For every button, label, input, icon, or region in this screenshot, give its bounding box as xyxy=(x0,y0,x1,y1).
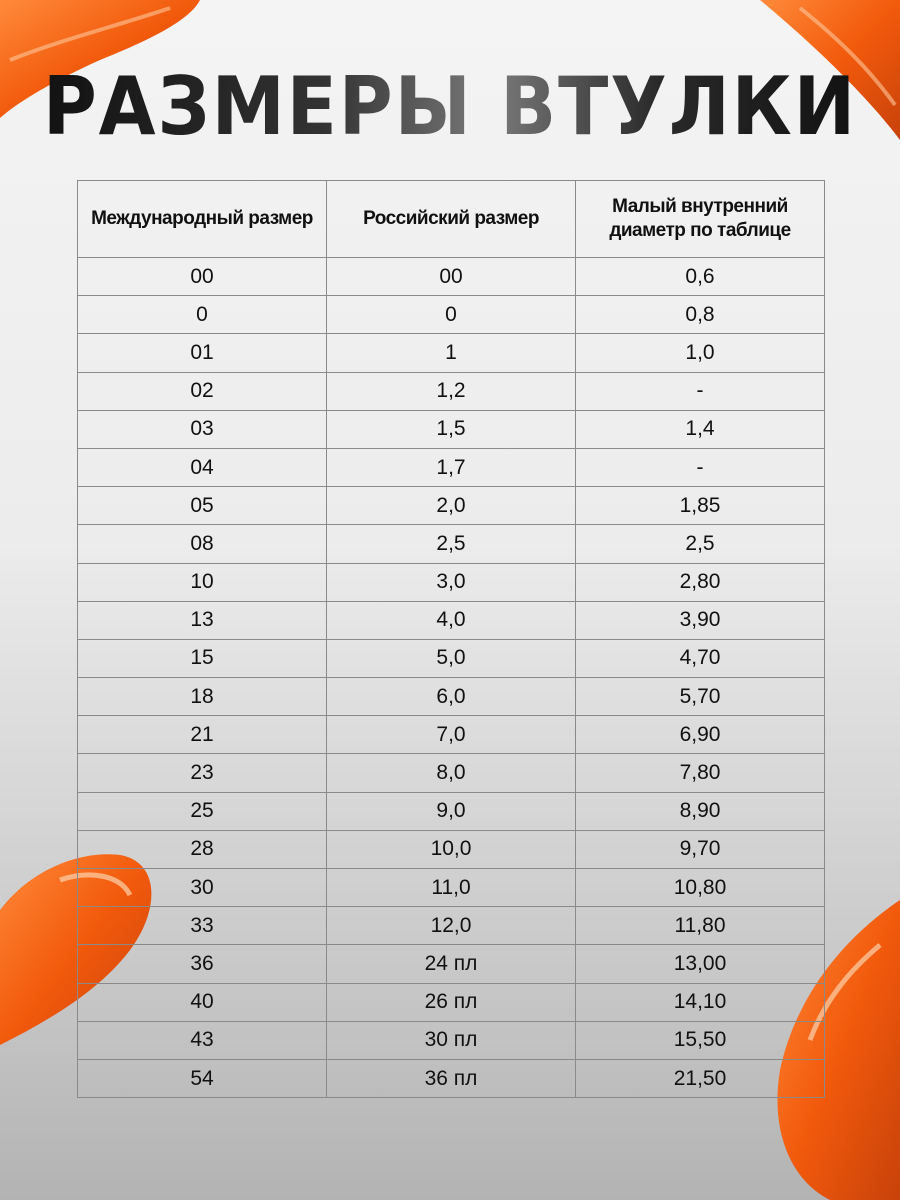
cell-inner-diameter: 13,00 xyxy=(575,944,825,984)
cell-inner-diameter: - xyxy=(575,447,825,488)
cell-russian-size: 3,0 xyxy=(326,562,576,602)
cell-russian-size: 8,0 xyxy=(326,753,576,793)
table-row: 23 8,0 7,80 xyxy=(77,753,825,793)
cell-inner-diameter: 6,90 xyxy=(575,715,825,755)
table-row: 0 0 0,8 xyxy=(77,295,825,335)
cell-international-size: 36 xyxy=(77,944,327,984)
cell-inner-diameter: 2,80 xyxy=(575,562,825,602)
cell-international-size: 18 xyxy=(77,677,327,717)
cell-inner-diameter: 1,85 xyxy=(575,486,825,526)
table-row: 08 2,5 2,5 xyxy=(77,524,825,564)
cell-russian-size: 36 пл xyxy=(326,1058,576,1099)
cell-russian-size: 1 xyxy=(326,333,576,373)
cell-international-size: 03 xyxy=(77,409,327,449)
table-row: 21 7,0 6,90 xyxy=(77,715,825,755)
cell-russian-size: 11,0 xyxy=(326,867,576,908)
cell-russian-size: 10,0 xyxy=(326,829,576,870)
cell-inner-diameter: 4,70 xyxy=(575,638,825,679)
cell-russian-size: 26 пл xyxy=(326,982,576,1022)
cell-russian-size: 12,0 xyxy=(326,906,576,946)
cell-inner-diameter: 10,80 xyxy=(575,867,825,908)
table-row: 25 9,0 8,90 xyxy=(77,791,825,831)
table-row: 18 6,0 5,70 xyxy=(77,677,825,717)
table-row: 05 2,0 1,85 xyxy=(77,486,825,526)
cell-international-size: 30 xyxy=(77,867,327,908)
cell-international-size: 15 xyxy=(77,638,327,679)
cell-inner-diameter: 5,70 xyxy=(575,677,825,717)
table-row: 02 1,2- xyxy=(77,371,825,411)
cell-russian-size: 1,7 xyxy=(326,447,576,488)
cell-russian-size: 2,0 xyxy=(326,486,576,526)
cell-international-size: 54 xyxy=(77,1058,327,1099)
table-row: 10 3,0 2,80 xyxy=(77,562,825,602)
table-row: 43 30 пл 15,50 xyxy=(77,1020,825,1060)
table-row: 28 10,0 9,70 xyxy=(77,829,825,870)
cell-russian-size: 24 пл xyxy=(326,944,576,984)
cell-international-size: 02 xyxy=(77,371,327,411)
cell-russian-size: 2,5 xyxy=(326,524,576,564)
cell-russian-size: 0 xyxy=(326,295,576,335)
cell-inner-diameter: 14,10 xyxy=(575,982,825,1022)
cell-international-size: 00 xyxy=(77,256,327,297)
table-row: 30 11,0 10,80 xyxy=(77,867,825,908)
cell-russian-size: 9,0 xyxy=(326,791,576,831)
table-row: 54 36 пл 21,50 xyxy=(77,1058,825,1099)
cell-international-size: 08 xyxy=(77,524,327,564)
header-international-size: Международный размер xyxy=(77,180,327,258)
cell-inner-diameter: 1,0 xyxy=(575,333,825,373)
cell-russian-size: 1,2 xyxy=(326,371,576,411)
cell-russian-size: 30 пл xyxy=(326,1020,576,1060)
table-row: 36 24 пл 13,00 xyxy=(77,944,825,984)
cell-inner-diameter: 11,80 xyxy=(575,906,825,946)
cell-russian-size: 4,0 xyxy=(326,600,576,640)
table-row: 03 1,5 1,4 xyxy=(77,409,825,449)
page-title: РАЗМЕРЫ ВТУЛКИ xyxy=(36,62,864,152)
cell-inner-diameter: 7,80 xyxy=(575,753,825,793)
table-row: 15 5,0 4,70 xyxy=(77,638,825,679)
cell-inner-diameter: 0,6 xyxy=(575,256,825,297)
cell-inner-diameter: 0,8 xyxy=(575,295,825,335)
table-header-row: Международный размер Российский размер М… xyxy=(77,180,825,258)
cell-international-size: 28 xyxy=(77,829,327,870)
cell-international-size: 21 xyxy=(77,715,327,755)
cell-inner-diameter: 15,50 xyxy=(575,1020,825,1060)
cell-inner-diameter: 21,50 xyxy=(575,1058,825,1099)
cell-international-size: 33 xyxy=(77,906,327,946)
table-row: 00 00 0,6 xyxy=(77,256,825,297)
orange-paint-stroke-top-left xyxy=(0,0,200,118)
cell-russian-size: 00 xyxy=(326,256,576,297)
cell-international-size: 10 xyxy=(77,562,327,602)
table-row: 13 4,0 3,90 xyxy=(77,600,825,640)
cell-international-size: 43 xyxy=(77,1020,327,1060)
cell-russian-size: 6,0 xyxy=(326,677,576,717)
cell-international-size: 13 xyxy=(77,600,327,640)
cell-international-size: 0 xyxy=(77,295,327,335)
sleeve-size-table: Международный размер Российский размер М… xyxy=(77,180,825,1099)
header-russian-size: Российский размер xyxy=(326,180,576,258)
cell-international-size: 25 xyxy=(77,791,327,831)
cell-inner-diameter: 9,70 xyxy=(575,829,825,870)
table-row: 04 1,7- xyxy=(77,447,825,488)
cell-inner-diameter: 3,90 xyxy=(575,600,825,640)
orange-paint-stroke-top-right xyxy=(760,0,900,140)
cell-russian-size: 7,0 xyxy=(326,715,576,755)
cell-inner-diameter: 1,4 xyxy=(575,409,825,449)
cell-inner-diameter: - xyxy=(575,371,825,411)
table-row: 01 1 1,0 xyxy=(77,333,825,373)
cell-russian-size: 1,5 xyxy=(326,409,576,449)
cell-international-size: 01 xyxy=(77,333,327,373)
cell-inner-diameter: 8,90 xyxy=(575,791,825,831)
cell-russian-size: 5,0 xyxy=(326,638,576,679)
cell-international-size: 04 xyxy=(77,447,327,488)
cell-international-size: 05 xyxy=(77,486,327,526)
table-row: 33 12,0 11,80 xyxy=(77,906,825,946)
table-row: 40 26 пл 14,10 xyxy=(77,982,825,1022)
cell-inner-diameter: 2,5 xyxy=(575,524,825,564)
cell-international-size: 40 xyxy=(77,982,327,1022)
header-inner-diameter: Малый внутренний диаметр по таблице xyxy=(575,180,825,258)
cell-international-size: 23 xyxy=(77,753,327,793)
